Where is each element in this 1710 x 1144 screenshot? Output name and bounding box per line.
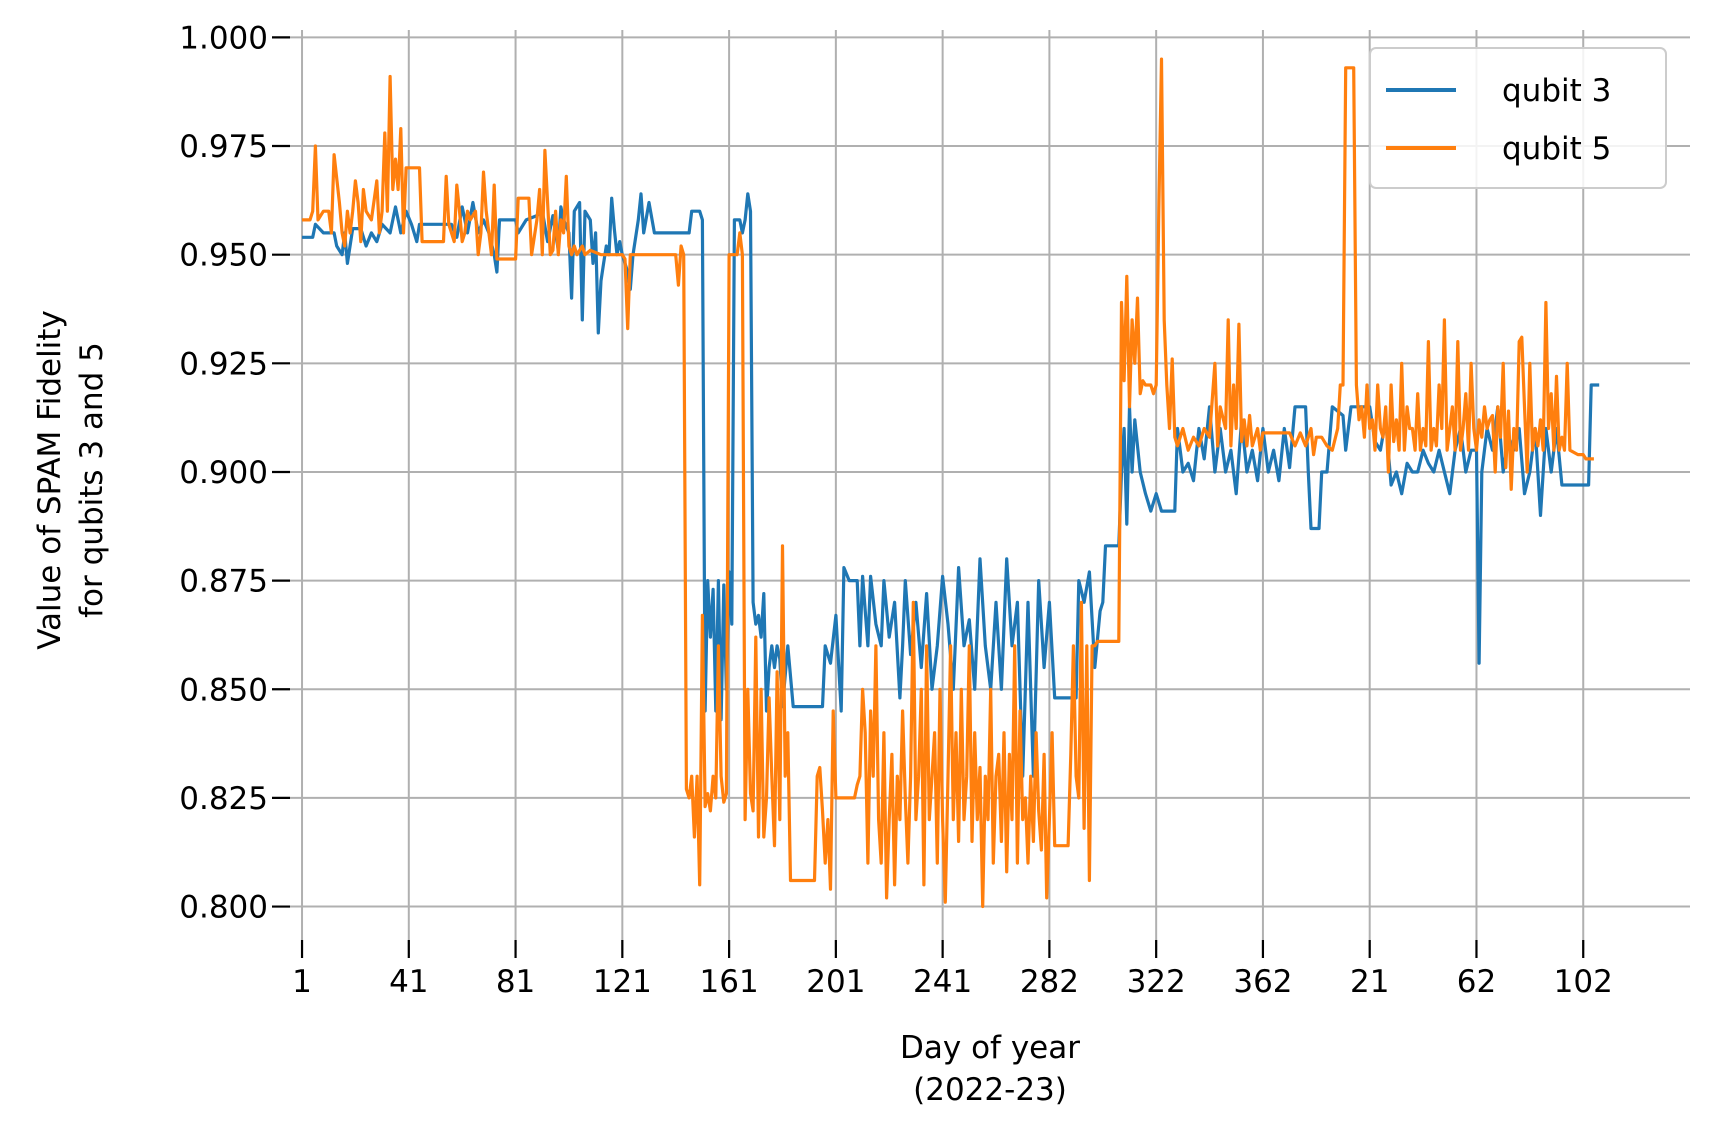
legend-label: qubit 3 <box>1502 73 1611 109</box>
x-tick-label: 102 <box>1554 964 1613 1000</box>
y-tick-label: 0.975 <box>179 129 268 165</box>
y-axis-label-line-2: for qubits 3 and 5 <box>74 342 110 618</box>
x-tick-label: 161 <box>700 964 759 1000</box>
x-tick-label: 62 <box>1457 964 1496 1000</box>
x-tick-label: 322 <box>1127 964 1186 1000</box>
x-tick-label: 241 <box>913 964 972 1000</box>
y-tick-label: 1.000 <box>179 20 268 56</box>
x-tick-label: 41 <box>389 964 428 1000</box>
x-tick-label: 1 <box>292 964 312 1000</box>
y-tick-label: 0.900 <box>179 455 268 491</box>
y-tick-label: 0.925 <box>179 346 268 382</box>
x-tick-label: 282 <box>1020 964 1079 1000</box>
x-tick-label: 121 <box>593 964 652 1000</box>
legend-label: qubit 5 <box>1502 131 1611 167</box>
y-tick-label: 0.800 <box>179 890 268 926</box>
y-tick-label: 0.950 <box>179 238 268 274</box>
x-tick-label: 362 <box>1233 964 1292 1000</box>
legend-box <box>1369 47 1667 189</box>
y-tick-label: 0.850 <box>179 672 268 708</box>
x-axis-label-line-2: (2022-23) <box>913 1072 1067 1108</box>
axis-labels: Day of year (2022-23) Value of SPAM Fide… <box>32 310 1080 1108</box>
series-line-qubit-5 <box>302 57 1594 909</box>
legend: qubit 3 qubit 5 <box>1369 47 1667 189</box>
y-tick-label: 0.875 <box>179 564 268 600</box>
x-tick-label: 21 <box>1350 964 1389 1000</box>
y-tick-label: 0.825 <box>179 781 268 817</box>
x-tick-label: 201 <box>806 964 865 1000</box>
x-axis-label-line-1: Day of year <box>900 1030 1080 1066</box>
axis-ticks: 1 41 81 121 161 201 241 282 322 362 21 62 102 0.800 0.… <box>179 20 1613 1000</box>
x-tick-label: 81 <box>496 964 535 1000</box>
y-axis-label-line-1: Value of SPAM Fidelity <box>32 310 68 650</box>
series-lines <box>302 57 1600 909</box>
